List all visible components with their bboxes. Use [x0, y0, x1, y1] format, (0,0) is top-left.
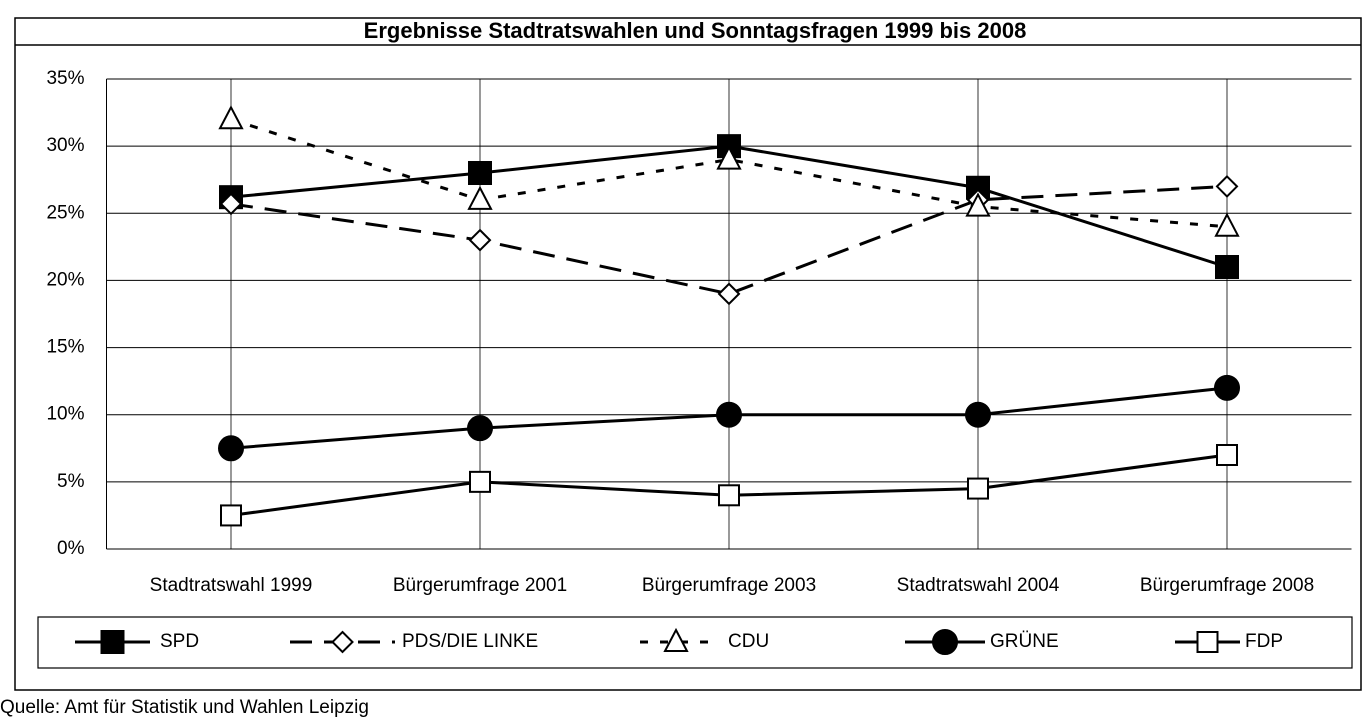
chart-border — [14, 17, 1362, 691]
data-point — [717, 282, 741, 306]
x-tick-label: Stadtratswahl 2004 — [897, 575, 1060, 596]
data-point — [468, 161, 492, 185]
x-tick-label: Bürgerumfrage 2001 — [393, 575, 567, 596]
data-point — [965, 401, 991, 428]
data-point — [468, 228, 492, 252]
data-point — [469, 470, 491, 493]
data-point — [467, 415, 493, 442]
x-tick-label: Bürgerumfrage 2008 — [1140, 575, 1314, 596]
legend-marker — [331, 630, 354, 654]
legend-label: GRÜNE — [990, 631, 1059, 652]
source-note: Quelle: Amt für Statistik und Wahlen Lei… — [0, 697, 369, 717]
legend-label: FDP — [1245, 631, 1283, 652]
y-tick-label: 5% — [57, 471, 85, 492]
y-tick-label: 30% — [46, 135, 84, 156]
y-tick-label: 0% — [57, 538, 85, 559]
legend-marker — [1196, 631, 1219, 653]
y-tick-label: 35% — [46, 68, 84, 89]
series-line — [230, 184, 1228, 296]
legend-marker — [932, 629, 958, 655]
data-point — [218, 435, 244, 462]
data-point — [1215, 175, 1239, 198]
chart-title: Ergebnisse Stadtratswahlen und Sonntagsf… — [364, 18, 1027, 43]
x-tick-label: Stadtratswahl 1999 — [150, 575, 313, 596]
legend-box — [37, 616, 1353, 669]
legend-marker — [100, 630, 125, 654]
data-point — [1215, 255, 1239, 279]
data-point — [218, 105, 244, 130]
data-point — [467, 185, 493, 210]
data-point — [220, 504, 242, 527]
data-point — [965, 192, 991, 217]
data-point — [1216, 444, 1238, 466]
y-tick-label: 20% — [46, 269, 84, 290]
data-point — [219, 192, 243, 216]
data-point — [716, 145, 742, 170]
y-tick-label: 15% — [46, 337, 84, 358]
x-tick-label: Bürgerumfrage 2003 — [642, 575, 816, 596]
legend-label: SPD — [160, 631, 199, 652]
legend-label: CDU — [728, 631, 769, 652]
data-point — [1214, 374, 1240, 401]
data-point — [967, 477, 989, 500]
data-point — [716, 401, 742, 428]
data-point — [1214, 212, 1240, 237]
legend-marker — [663, 627, 689, 652]
legend-label: PDS/DIE LINKE — [402, 631, 538, 652]
y-tick-label: 25% — [46, 202, 84, 223]
y-tick-label: 10% — [46, 404, 84, 425]
data-point — [718, 484, 740, 507]
